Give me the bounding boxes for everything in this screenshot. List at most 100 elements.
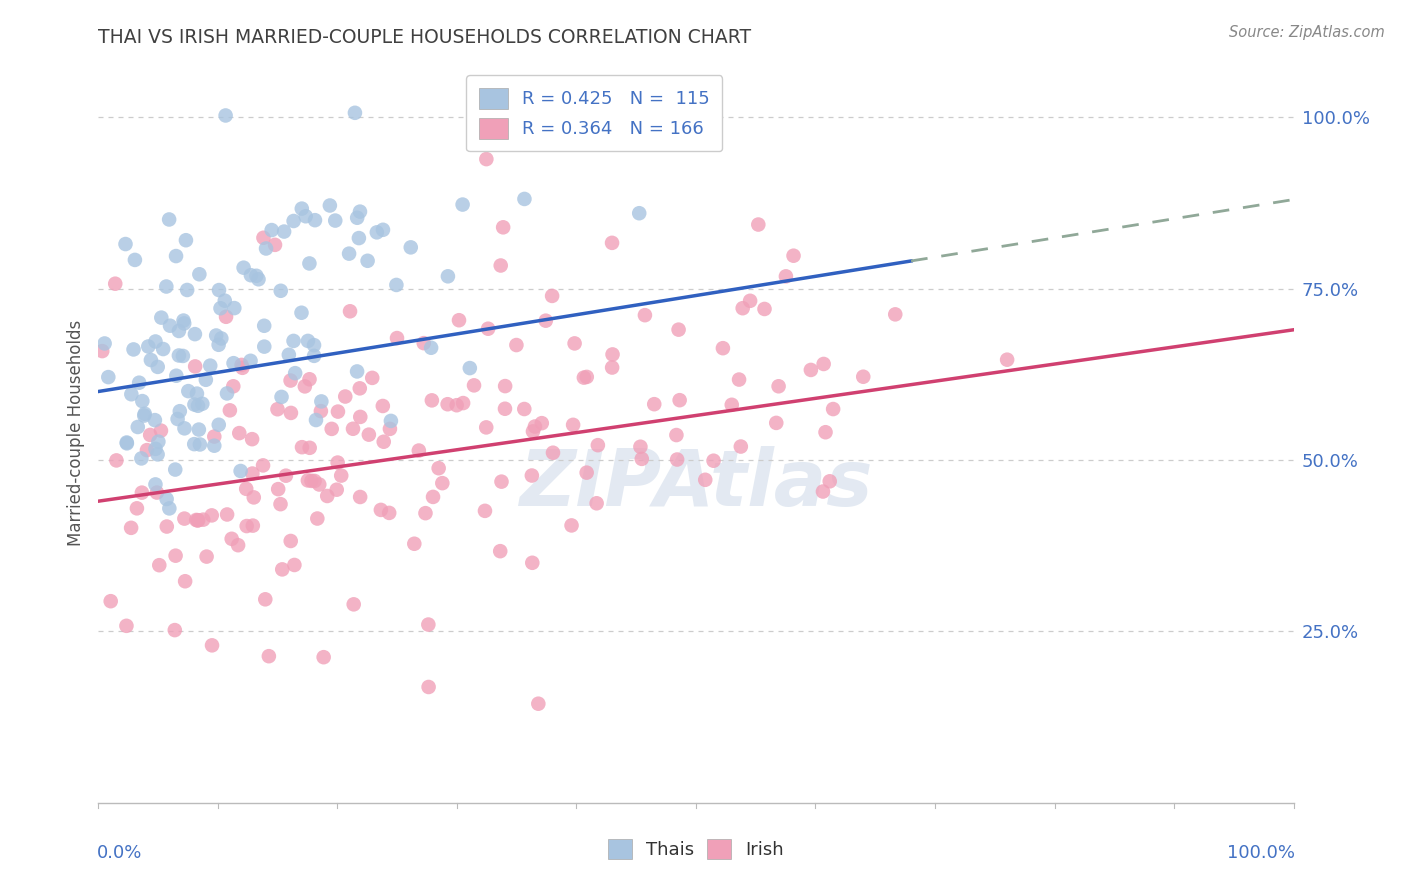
Point bbox=[128, 376, 150, 390]
Point bbox=[534, 314, 557, 328]
Point bbox=[254, 242, 277, 256]
Point bbox=[257, 649, 280, 664]
Point bbox=[575, 466, 598, 480]
Point bbox=[193, 513, 215, 527]
Point bbox=[291, 202, 314, 216]
Point bbox=[100, 594, 122, 608]
Point bbox=[283, 334, 305, 348]
Point bbox=[337, 246, 360, 260]
Point bbox=[446, 398, 468, 412]
Point bbox=[477, 322, 499, 336]
Point bbox=[731, 301, 754, 316]
Point bbox=[105, 453, 128, 467]
Point bbox=[349, 409, 371, 424]
Point bbox=[349, 490, 371, 504]
Point bbox=[585, 496, 607, 510]
Point bbox=[201, 638, 224, 652]
Point bbox=[228, 426, 250, 441]
Point bbox=[420, 341, 443, 355]
Point bbox=[218, 403, 240, 417]
Legend: Thais, Irish: Thais, Irish bbox=[599, 830, 793, 868]
Point bbox=[127, 420, 149, 434]
Point bbox=[323, 213, 346, 227]
Point bbox=[209, 331, 232, 345]
Point bbox=[280, 374, 302, 388]
Point bbox=[298, 441, 321, 455]
Point bbox=[628, 440, 651, 454]
Point bbox=[307, 511, 329, 525]
Point bbox=[253, 340, 276, 354]
Point bbox=[572, 370, 595, 384]
Point bbox=[125, 501, 148, 516]
Point bbox=[254, 592, 277, 607]
Point bbox=[266, 402, 288, 417]
Point bbox=[226, 538, 249, 552]
Point bbox=[202, 439, 225, 453]
Point bbox=[270, 284, 292, 298]
Point bbox=[222, 356, 245, 370]
Point bbox=[131, 451, 153, 466]
Point bbox=[404, 537, 426, 551]
Point bbox=[575, 370, 598, 384]
Text: ZIPAtlas: ZIPAtlas bbox=[519, 446, 873, 523]
Point bbox=[451, 197, 474, 211]
Point bbox=[139, 353, 162, 368]
Point bbox=[630, 451, 652, 466]
Point bbox=[148, 434, 170, 449]
Point bbox=[93, 336, 115, 351]
Point bbox=[458, 361, 481, 376]
Point bbox=[184, 327, 207, 342]
Point bbox=[357, 427, 380, 442]
Point bbox=[494, 401, 516, 416]
Point bbox=[346, 364, 368, 378]
Point bbox=[343, 105, 366, 120]
Point bbox=[754, 301, 776, 316]
Point bbox=[730, 440, 752, 454]
Point bbox=[290, 306, 312, 320]
Point bbox=[309, 404, 332, 418]
Point bbox=[245, 268, 267, 283]
Point bbox=[231, 358, 253, 372]
Point bbox=[215, 310, 238, 324]
Point bbox=[155, 279, 177, 293]
Point bbox=[184, 359, 207, 374]
Point bbox=[273, 225, 295, 239]
Point bbox=[177, 384, 200, 398]
Point bbox=[283, 558, 305, 572]
Point bbox=[695, 473, 717, 487]
Point bbox=[173, 421, 195, 435]
Point bbox=[311, 394, 333, 409]
Point bbox=[183, 437, 205, 451]
Point bbox=[399, 240, 422, 254]
Point bbox=[239, 353, 262, 368]
Point bbox=[136, 339, 159, 353]
Point bbox=[437, 269, 460, 284]
Point bbox=[277, 348, 299, 362]
Point bbox=[523, 419, 546, 434]
Text: THAI VS IRISH MARRIED-COUPLE HOUSEHOLDS CORRELATION CHART: THAI VS IRISH MARRIED-COUPLE HOUSEHOLDS … bbox=[98, 28, 752, 47]
Point bbox=[191, 397, 214, 411]
Point bbox=[143, 413, 166, 427]
Point bbox=[284, 366, 307, 380]
Point bbox=[207, 338, 229, 352]
Point bbox=[385, 277, 408, 292]
Point bbox=[325, 483, 347, 497]
Point bbox=[530, 416, 553, 430]
Point bbox=[264, 237, 287, 252]
Point bbox=[297, 334, 319, 348]
Point bbox=[169, 404, 191, 418]
Point bbox=[167, 324, 190, 338]
Point bbox=[813, 357, 835, 371]
Text: 0.0%: 0.0% bbox=[97, 844, 142, 862]
Point bbox=[522, 425, 544, 439]
Point bbox=[475, 420, 498, 434]
Point bbox=[136, 443, 159, 458]
Point bbox=[665, 428, 688, 442]
Point bbox=[564, 336, 586, 351]
Point bbox=[600, 360, 623, 375]
Point bbox=[294, 379, 316, 393]
Point bbox=[152, 342, 174, 356]
Point bbox=[202, 429, 225, 443]
Point bbox=[176, 283, 198, 297]
Point bbox=[221, 532, 243, 546]
